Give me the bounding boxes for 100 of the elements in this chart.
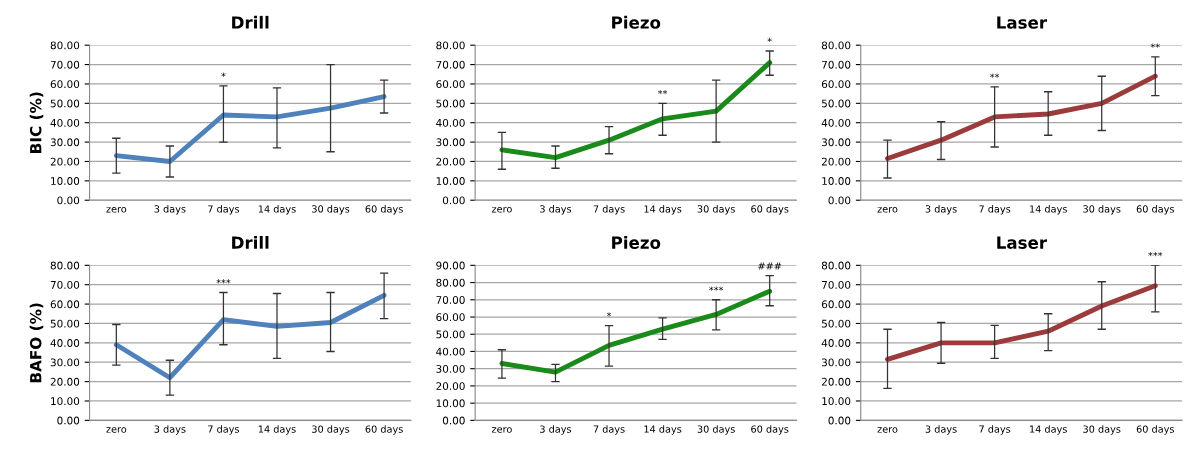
x-tick-label: 14 days	[1030, 425, 1067, 435]
y-tick-label: 0.00	[57, 416, 80, 425]
x-tick-label: 3 days	[925, 205, 957, 215]
x-tick-label: 3 days	[154, 425, 186, 435]
x-tick-label: 14 days	[258, 425, 296, 435]
x-tick-label: 60 days	[751, 205, 789, 215]
x-tick-label: 14 days	[258, 205, 296, 215]
x-tick-label: 30 days	[312, 425, 350, 435]
y-tick-label: 50.00	[436, 99, 465, 108]
y-tick-label: 30.00	[50, 358, 80, 367]
x-tick-label: 14 days	[1030, 205, 1067, 215]
y-tick-label: 80.00	[436, 278, 465, 287]
y-tick-label: 80.00	[50, 41, 80, 50]
x-tick-label: 30 days	[1083, 425, 1121, 435]
y-tick-label: 50.00	[821, 99, 851, 108]
annotation: ***	[1148, 251, 1163, 257]
y-tick-label: 0.00	[828, 416, 851, 425]
y-tick-label: 10.00	[822, 177, 851, 185]
x-tick-label: 7 days	[208, 425, 240, 435]
line-series	[885, 73, 1158, 161]
y-tick-label: 90.00	[436, 261, 465, 270]
x-tick-label: 14 days	[644, 205, 682, 215]
annotation: *	[767, 37, 772, 43]
x-tick-label: 7 days	[208, 205, 240, 215]
y-tick-label: 20.00	[436, 157, 465, 166]
x-tick-label: zero	[491, 427, 512, 433]
line-series	[113, 292, 387, 381]
y-tick-label: 70.00	[50, 280, 80, 289]
y-tick-label: 80.00	[821, 41, 851, 50]
y-tick-label: 0.00	[828, 196, 851, 205]
y-tick-label: 80.00	[50, 261, 80, 270]
y-tick-label: 20.00	[50, 157, 80, 166]
y-tick-label: 50.00	[821, 319, 851, 328]
y-tick-label: 30.00	[436, 364, 465, 373]
chart-title: Piezo	[612, 236, 661, 249]
y-tick-label: 80.00	[436, 41, 465, 50]
line-series	[499, 60, 773, 161]
y-tick-label: 60.00	[436, 313, 465, 322]
annotation: ***	[216, 279, 231, 284]
y-tick-label: 70.00	[436, 296, 465, 304]
y-tick-label: 70.00	[822, 280, 851, 289]
y-tick-label: 60.00	[821, 300, 851, 309]
line-series	[885, 283, 1158, 362]
x-tick-label: zero	[877, 427, 898, 433]
x-tick-label: 14 days	[644, 425, 682, 435]
line-series	[113, 94, 387, 164]
y-tick-label: 40.00	[436, 118, 465, 127]
x-tick-label: 60 days	[1136, 425, 1175, 435]
x-tick-label: 7 days	[979, 205, 1011, 215]
y-tick-label: 10.00	[51, 397, 80, 406]
x-tick-label: 7 days	[979, 425, 1011, 435]
x-tick-label: 30 days	[697, 205, 735, 215]
y-tick-label: 70.00	[822, 60, 851, 69]
chart-title: Laser	[997, 16, 1047, 29]
y-tick-label: 0.00	[442, 416, 465, 425]
x-tick-label: zero	[877, 207, 898, 213]
x-tick-label: 3 days	[154, 205, 186, 215]
x-tick-label: zero	[491, 207, 512, 213]
x-tick-label: 60 days	[365, 205, 403, 215]
y-tick-label: 60.00	[821, 80, 851, 89]
y-tick-label: 40.00	[436, 347, 465, 356]
y-tick-label: 10.00	[822, 397, 851, 406]
line-series	[499, 288, 773, 375]
x-tick-label: 3 days	[540, 205, 572, 215]
chart-title: Drill	[232, 236, 269, 249]
x-tick-label: 3 days	[925, 425, 957, 435]
x-tick-label: 60 days	[1136, 205, 1175, 215]
x-tick-label: 60 days	[751, 425, 789, 435]
annotation: *	[221, 72, 226, 77]
y-tick-label: 60.00	[50, 80, 80, 89]
annotation: ###	[758, 262, 782, 270]
chart-title: Piezo	[612, 15, 661, 29]
y-axis-title: BAFO (%)	[29, 303, 44, 383]
y-tick-label: 40.00	[821, 118, 851, 127]
y-tick-label: 30.00	[821, 138, 851, 147]
x-tick-label: 7 days	[593, 205, 625, 215]
y-tick-label: 0.00	[57, 196, 80, 205]
y-tick-label: 30.00	[50, 138, 80, 147]
annotation: **	[658, 89, 668, 95]
y-axis-title: BIC (%)	[29, 92, 44, 153]
y-tick-label: 10.00	[436, 399, 465, 408]
x-tick-label: 7 days	[593, 425, 625, 435]
y-tick-label: 0.00	[442, 196, 465, 205]
annotation: **	[990, 73, 1000, 78]
chart-title: Drill	[232, 15, 269, 29]
x-tick-label: zero	[106, 207, 127, 213]
chart-title: Laser	[997, 236, 1047, 249]
annotation: ***	[709, 286, 724, 291]
y-tick-label: 40.00	[821, 339, 851, 347]
y-tick-label: 60.00	[436, 80, 465, 89]
annotation: **	[1150, 43, 1160, 48]
y-tick-label: 30.00	[436, 138, 465, 147]
y-tick-label: 50.00	[50, 99, 80, 108]
y-tick-label: 10.00	[51, 177, 80, 185]
y-tick-label: 40.00	[50, 339, 80, 347]
x-tick-label: 30 days	[1083, 205, 1121, 215]
x-tick-label: zero	[106, 427, 127, 433]
y-tick-label: 50.00	[436, 330, 465, 339]
x-tick-label: 60 days	[365, 425, 403, 435]
x-tick-label: 3 days	[540, 425, 572, 435]
